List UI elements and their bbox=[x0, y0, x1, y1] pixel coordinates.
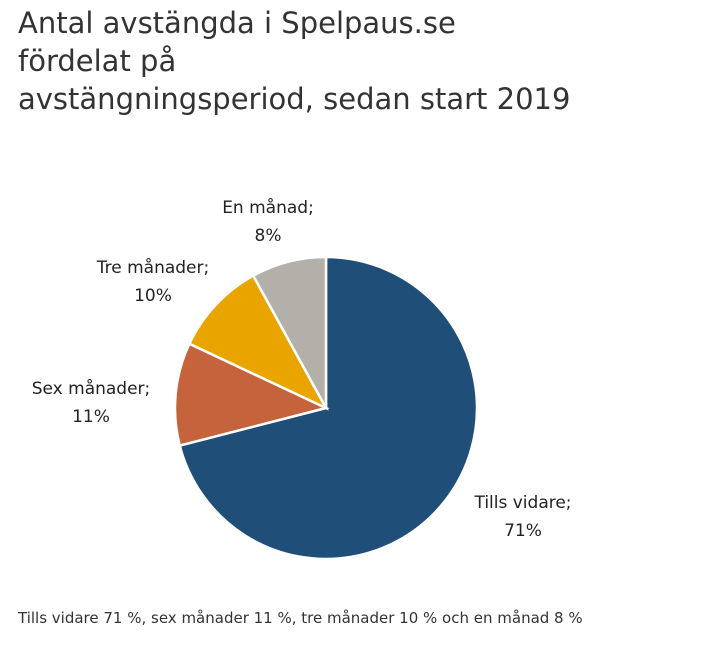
data-label: 71% bbox=[504, 521, 542, 541]
data-label: 10% bbox=[134, 286, 172, 306]
chart-caption: Tills vidare 71 %, sex månader 11 %, tre… bbox=[18, 609, 583, 627]
data-label: Tills vidare; bbox=[473, 493, 571, 513]
data-label: 11% bbox=[72, 407, 110, 427]
title-line: avstängningsperiod, sedan start 2019 bbox=[18, 82, 571, 116]
pie-slice-sex-månader bbox=[173, 342, 330, 448]
data-label: Tre månader; bbox=[96, 257, 210, 278]
pie-slice-tre-månader bbox=[187, 273, 329, 411]
data-label: 8% bbox=[255, 226, 282, 246]
title-line: fördelat på bbox=[18, 44, 177, 78]
title-line: Antal avstängda i Spelpaus.se bbox=[18, 6, 456, 40]
data-label: Sex månader; bbox=[32, 378, 151, 399]
pie-chart: Tills vidare; 71% Sex månader; 11% Tre månad… bbox=[32, 197, 572, 561]
data-label: En månad; bbox=[222, 197, 314, 218]
pie-slice-en-månad bbox=[251, 255, 328, 409]
chart-title: Antal avstängda i Spelpaus.se fördelat p… bbox=[18, 4, 658, 118]
